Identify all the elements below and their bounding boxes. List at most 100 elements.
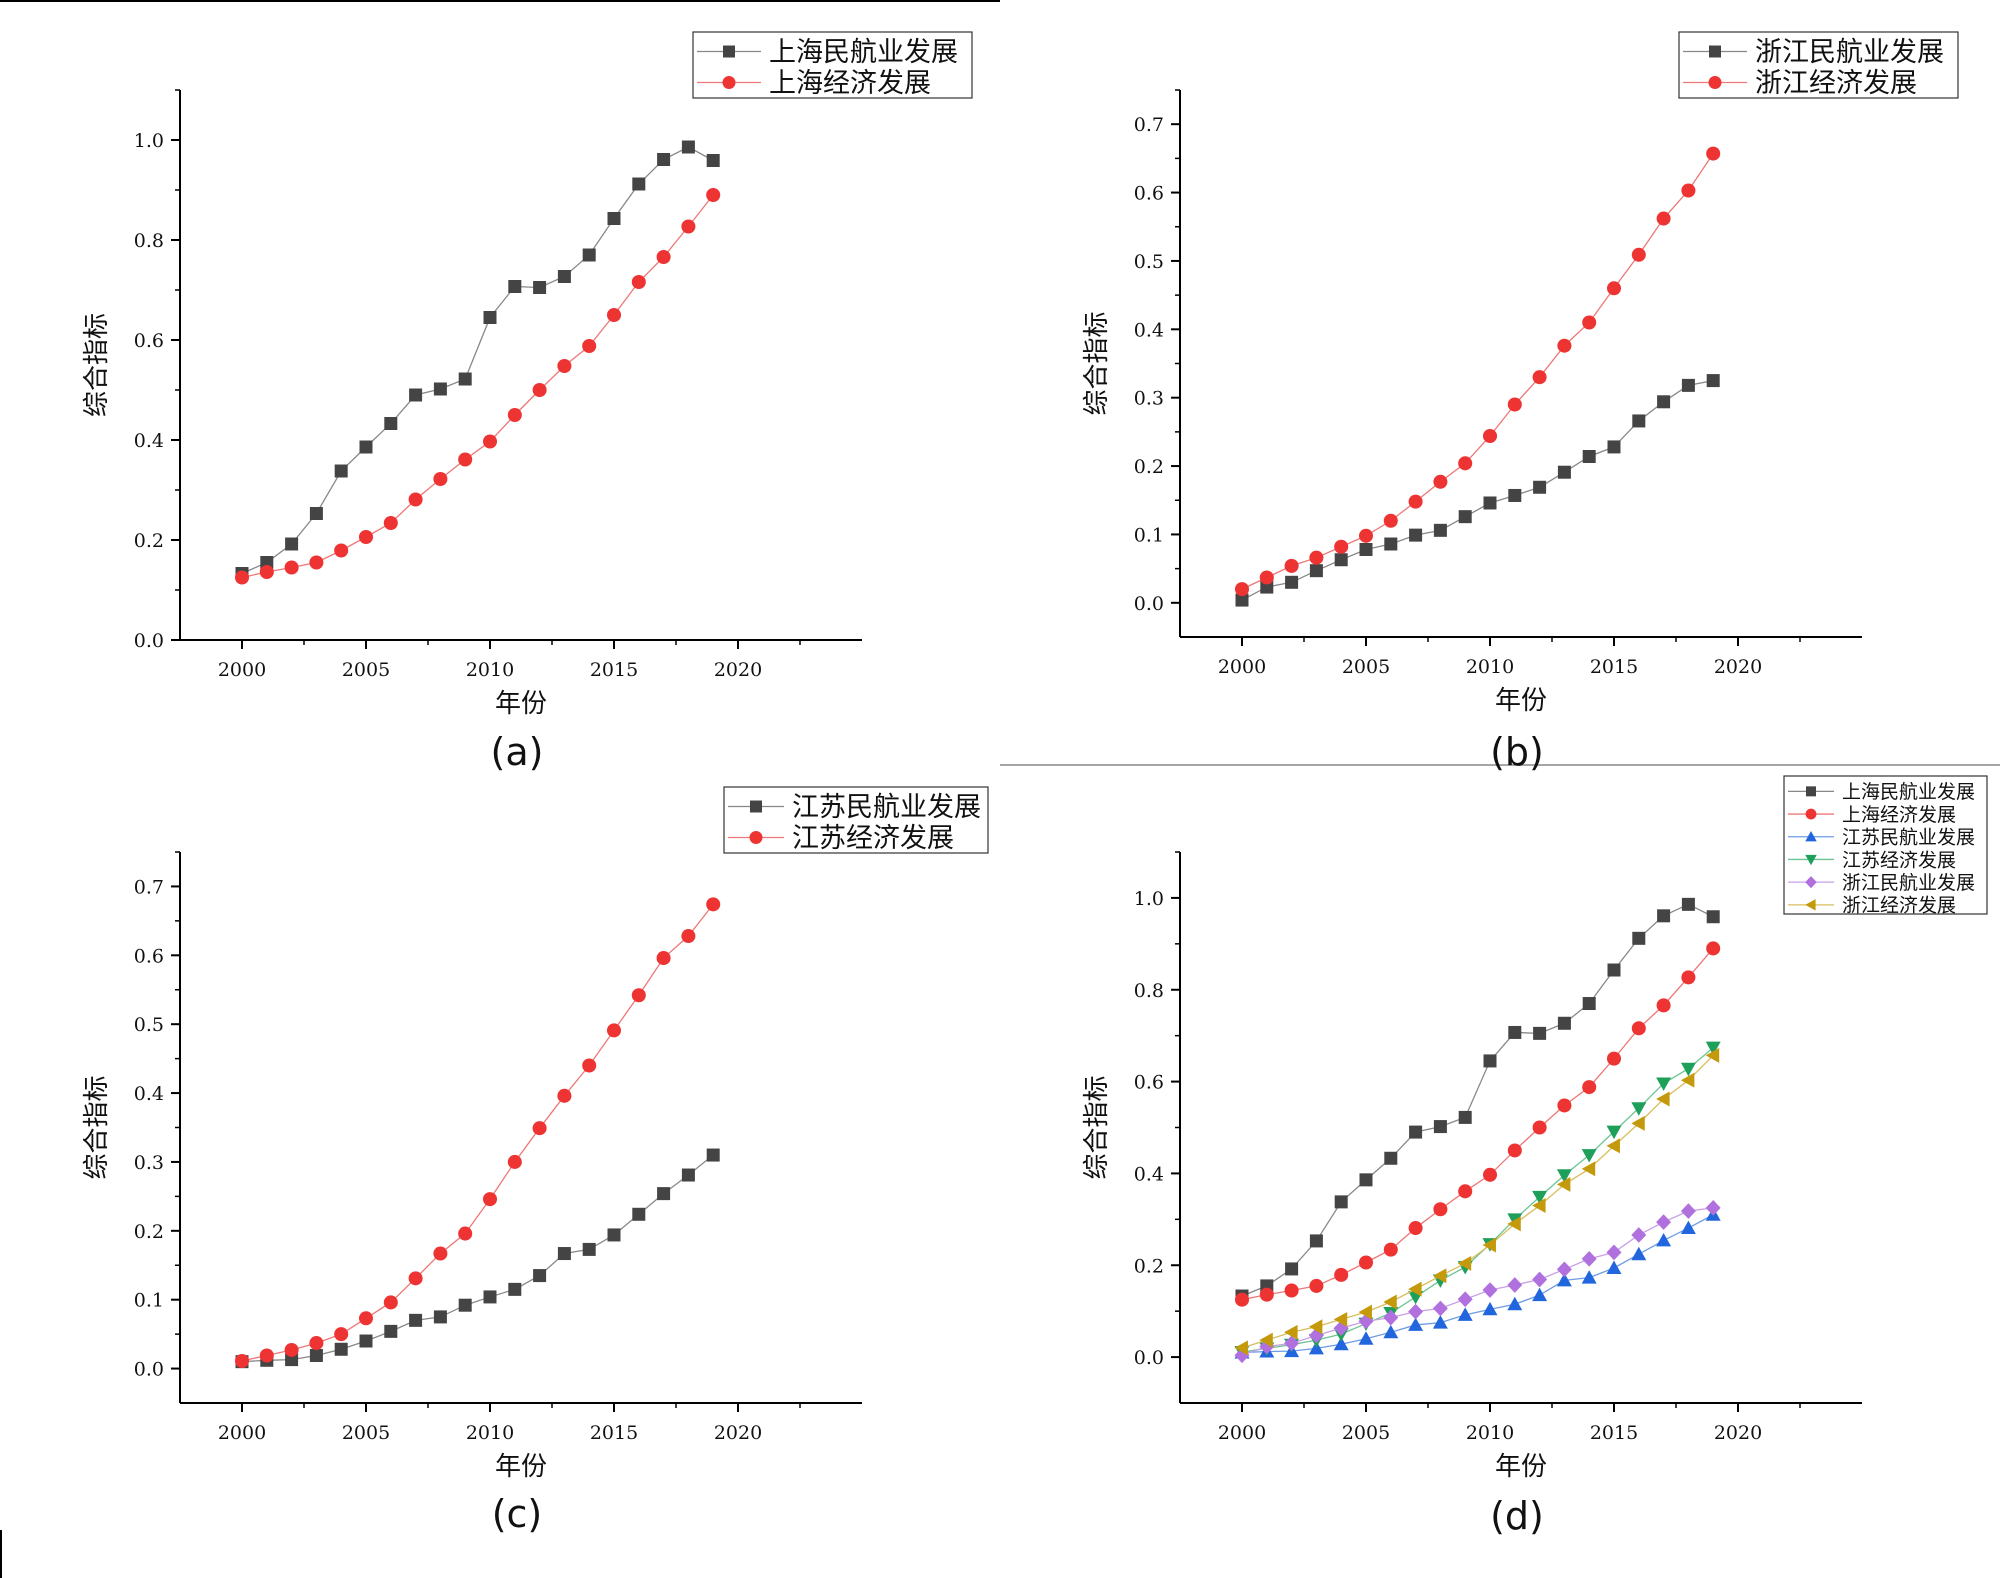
legend-box <box>723 786 989 854</box>
data-point <box>1656 1214 1672 1230</box>
series-2 <box>1234 941 1721 1307</box>
data-point <box>582 338 597 354</box>
legend-label: 江苏经济发展 <box>792 823 954 854</box>
data-point <box>1507 1296 1523 1311</box>
data-point <box>1383 1324 1399 1339</box>
data-point <box>1309 1278 1324 1293</box>
series-2 <box>234 187 721 585</box>
y-tick-label: 1.0 <box>134 130 164 152</box>
data-point <box>1680 1072 1695 1088</box>
data-point <box>1508 1025 1522 1039</box>
data-point <box>681 929 696 944</box>
data-point <box>1507 1277 1523 1293</box>
data-point <box>1656 1232 1672 1247</box>
data-point <box>1358 1313 1374 1330</box>
data-point <box>1458 510 1472 524</box>
data-point <box>582 1242 596 1256</box>
data-point <box>1557 338 1572 353</box>
data-point <box>383 515 398 531</box>
data-point <box>458 372 472 386</box>
data-point <box>1409 1125 1423 1139</box>
legend-marker <box>1805 854 1817 866</box>
data-point <box>1260 580 1274 594</box>
data-point <box>1706 910 1720 924</box>
data-point <box>1359 1173 1373 1187</box>
data-point <box>358 529 374 545</box>
data-point <box>1383 513 1398 528</box>
data-point <box>1482 1237 1496 1253</box>
y-tick-label: 0.7 <box>134 876 164 898</box>
data-point <box>632 177 646 191</box>
series-line <box>241 903 714 1362</box>
data-point <box>557 1088 572 1103</box>
data-point <box>1632 931 1646 945</box>
data-point <box>507 407 522 423</box>
data-point <box>1432 1315 1448 1329</box>
data-point <box>1334 553 1348 567</box>
data-point <box>1308 1340 1324 1355</box>
data-point <box>1507 397 1522 412</box>
y-tick-label: 0.6 <box>134 330 164 352</box>
data-point <box>1384 1151 1398 1165</box>
data-point <box>656 249 671 265</box>
data-point <box>1457 1307 1473 1321</box>
data-point <box>1705 1200 1721 1216</box>
y-axis-title: 综合指标 <box>1082 311 1112 415</box>
data-point <box>408 492 423 507</box>
y-tick-label: 1.0 <box>1134 888 1164 910</box>
series-line <box>1241 1047 1714 1353</box>
data-point <box>557 270 571 283</box>
data-point <box>1482 1167 1498 1182</box>
data-point <box>706 897 721 912</box>
data-point <box>607 212 621 225</box>
series-1 <box>235 1148 720 1369</box>
data-point <box>358 1311 374 1326</box>
data-point <box>1358 528 1374 543</box>
data-point <box>433 471 448 487</box>
y-tick-label: 0.3 <box>134 1152 164 1174</box>
data-point <box>1606 281 1622 296</box>
data-point <box>284 1342 299 1357</box>
data-point <box>1533 480 1547 494</box>
data-point <box>1680 1220 1696 1235</box>
data-point <box>1309 564 1323 578</box>
y-tick-label: 0.5 <box>134 1014 164 1036</box>
data-point <box>1607 440 1621 454</box>
data-point <box>1706 146 1721 161</box>
data-point <box>1656 1091 1670 1107</box>
y-tick-label: 0.4 <box>1134 1163 1164 1185</box>
data-point <box>1581 1161 1596 1177</box>
data-point <box>483 311 497 324</box>
data-point <box>1532 1287 1548 1302</box>
data-point <box>1556 1261 1572 1278</box>
panel-label: (b) <box>1490 730 1544 774</box>
data-point <box>1334 1267 1349 1282</box>
legend-label: 浙江民航业发展 <box>1842 872 1975 894</box>
data-point <box>1308 1319 1323 1335</box>
data-point <box>1457 1255 1472 1271</box>
y-axis-title: 综合指标 <box>1082 1075 1112 1179</box>
data-point <box>384 417 398 430</box>
x-tick-label: 2010 <box>1466 1422 1514 1444</box>
legend-marker <box>723 45 735 58</box>
x-tick-label: 2015 <box>1590 656 1638 678</box>
data-point <box>1333 1336 1349 1351</box>
x-tick-label: 2020 <box>1714 656 1762 678</box>
data-point <box>1606 1260 1622 1274</box>
data-point <box>309 1336 324 1351</box>
data-point <box>607 1228 621 1242</box>
data-point <box>1259 570 1274 585</box>
data-point <box>334 464 348 478</box>
y-tick-label: 0.3 <box>1134 388 1164 410</box>
data-point <box>1631 1227 1647 1243</box>
chart-panel-d: 0.0 0.2 0.4 0.6 0.8 1.0 2000 2005 2010 2015 2020 年份… <box>1082 775 1988 1538</box>
y-axis-title: 综合指标 <box>82 313 112 417</box>
data-point <box>1284 558 1299 573</box>
data-point <box>1556 1272 1572 1287</box>
data-point <box>1334 1195 1348 1209</box>
series-2 <box>234 897 721 1369</box>
